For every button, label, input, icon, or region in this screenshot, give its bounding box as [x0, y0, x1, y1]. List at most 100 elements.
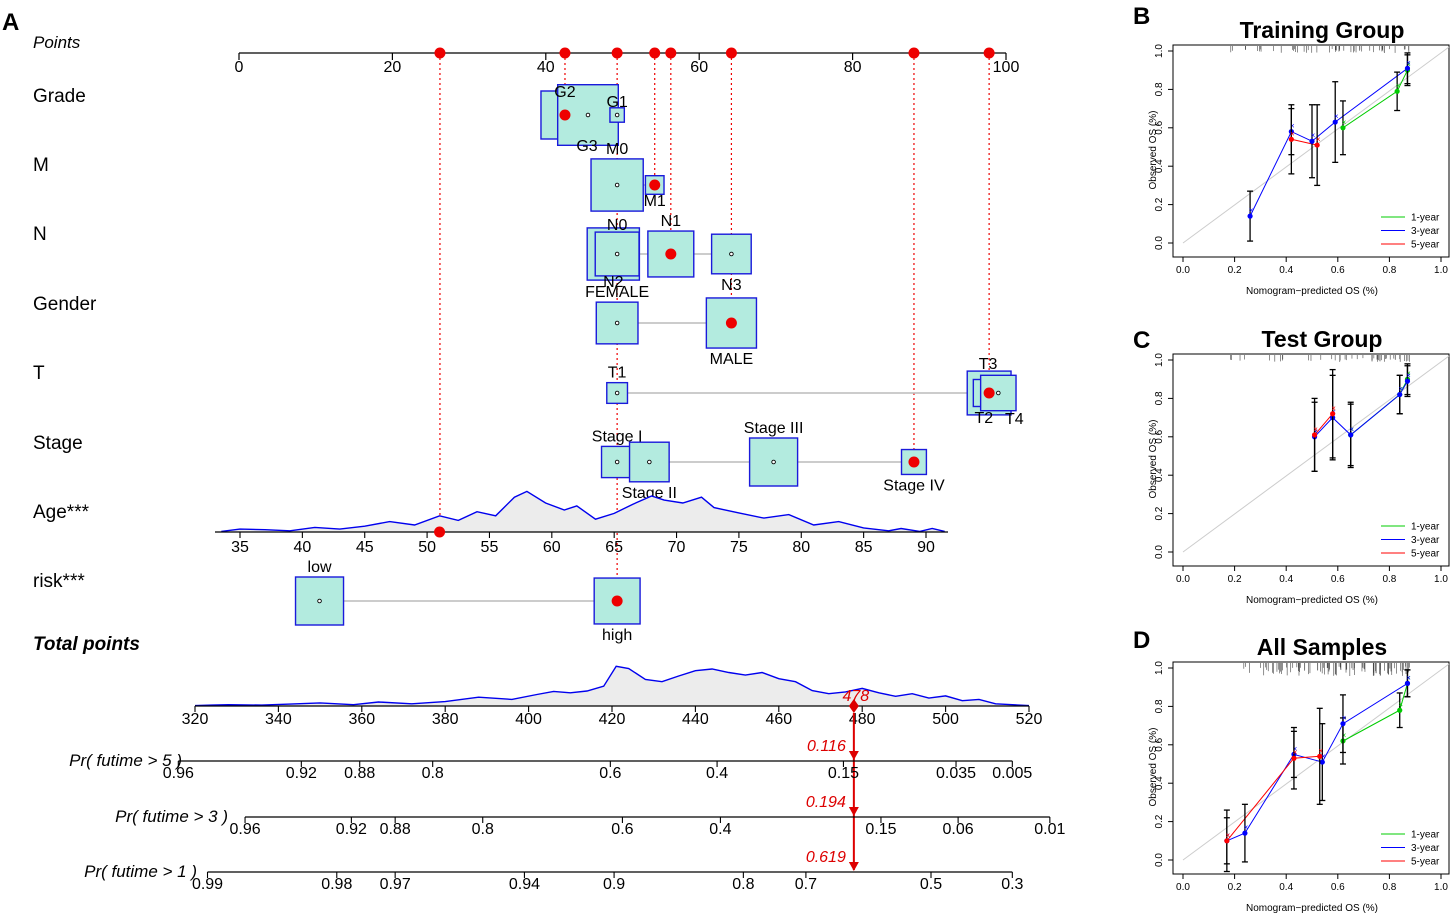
variable-grade-level-point	[585, 112, 591, 118]
cal-x-tick-label: 0.2	[1228, 265, 1242, 276]
cal-point-cross: ×	[1290, 129, 1295, 138]
prob-tick-label: 0.88	[344, 765, 375, 782]
cal-x-tick-label: 0.6	[1331, 265, 1345, 276]
variable-stage-level-point	[647, 459, 652, 465]
variable-t-selected-marker	[983, 387, 995, 399]
prob-value: 0.619	[806, 849, 846, 866]
variable-stage-level-point	[771, 459, 776, 465]
points-tick-label: 60	[690, 59, 708, 76]
cal-title: All Samples	[1257, 634, 1387, 660]
cal-y-tick-label: 0.6	[1154, 429, 1165, 443]
cal-point-cross: ×	[1349, 425, 1354, 434]
cal-point-cross: ×	[1398, 700, 1403, 709]
points-axis-marker	[983, 47, 995, 59]
cal-point	[1311, 432, 1318, 438]
prob-tick-label: 0.6	[599, 765, 621, 782]
cal-ideal-line	[1182, 355, 1450, 553]
variable-risk-level-label: high	[602, 627, 632, 644]
variable-gender-selected-marker	[725, 317, 737, 329]
cal-point-cross: ×	[1249, 206, 1254, 215]
cal-x-tick-label: 1.0	[1434, 882, 1448, 893]
cal-x-tick-label: 0.2	[1228, 882, 1242, 893]
cal-point-cross: ×	[1226, 831, 1231, 840]
cal-legend-label: 5-year	[1411, 549, 1440, 560]
variable-n-selected-marker	[665, 248, 677, 260]
cal-y-tick-label: 0.2	[1154, 197, 1165, 211]
total-density-line	[194, 665, 1030, 707]
prob-axis-label: Pr( futime > 1 )	[84, 862, 197, 881]
points-axis-marker	[665, 47, 677, 59]
cal-legend-label: 5-year	[1411, 857, 1440, 868]
cal-x-tick-label: 0.8	[1382, 574, 1396, 585]
points-tick-label: 80	[844, 59, 862, 76]
prob-tick-label: 0.99	[192, 876, 223, 893]
calibration-panel-all: All Samples 0.0 0.0 0.2 0.2 0.4 0.4 0.6 0.6 0.8 0.…	[1148, 634, 1450, 914]
total-tick-label: 500	[932, 711, 959, 728]
cal-series-line	[1226, 682, 1408, 842]
cal-y-tick-label: 0.4	[1154, 159, 1165, 173]
prob-tick-label: 0.3	[1001, 876, 1023, 893]
prob-arrowhead	[848, 751, 859, 760]
variable-grade-level-label: G1	[606, 94, 627, 111]
variable-n-level-point	[614, 251, 620, 257]
total-tick-label: 400	[515, 711, 542, 728]
cal-series-line	[1342, 683, 1408, 742]
cal-point-cross: ×	[1313, 425, 1318, 434]
variable-grade-level-point	[614, 112, 620, 118]
age-tick-label: 40	[293, 539, 311, 556]
cal-x-label: Nomogram−predicted OS (%)	[1246, 286, 1378, 297]
age-tick-label: 50	[418, 539, 436, 556]
variable-t-level-point	[996, 390, 1001, 396]
prob-tick-label: 0.035	[936, 765, 976, 782]
total-tick-label: 460	[765, 711, 792, 728]
cal-point-cross: ×	[1406, 58, 1411, 67]
calibration-panel-training: Training Group 0.0 0.0 0.2 0.2 0.4 0.4 0.6 0.6 0.…	[1148, 17, 1450, 297]
cal-point-cross: ×	[1396, 81, 1401, 90]
cal-series-line	[1314, 380, 1408, 438]
cal-x-tick-label: 0.8	[1382, 882, 1396, 893]
total-tick-label: 380	[432, 711, 459, 728]
cal-y-tick-label: 0.0	[1154, 853, 1165, 867]
points-axis-marker	[434, 47, 446, 59]
cal-legend-label: 1-year	[1411, 522, 1440, 533]
cal-point	[1291, 755, 1297, 761]
cal-point	[1340, 125, 1346, 131]
cal-point-cross: ×	[1331, 404, 1336, 413]
cal-point	[1224, 838, 1230, 844]
cal-y-tick-label: 0.2	[1154, 814, 1165, 828]
variable-n-level-point	[729, 251, 734, 257]
points-axis-marker	[559, 47, 571, 59]
points-axis-label: Points	[33, 33, 81, 52]
cal-point-cross: ×	[1342, 714, 1347, 723]
prob-tick-label: 0.06	[943, 821, 974, 838]
age-tick-label: 85	[855, 539, 873, 556]
variable-label: Stage	[33, 433, 83, 454]
variable-n-level-label: N0	[607, 217, 628, 234]
cal-x-tick-label: 1.0	[1434, 265, 1448, 276]
prob-tick-label: 0.98	[321, 876, 352, 893]
total-tick-label: 340	[265, 711, 292, 728]
variable-n-level-label: N1	[661, 213, 682, 230]
prob-tick-label: 0.9	[603, 876, 625, 893]
cal-legend-label: 3-year	[1411, 535, 1440, 546]
variable-grade-level-label: G2	[554, 84, 575, 101]
cal-legend-label: 3-year	[1411, 226, 1440, 237]
age-tick-label: 55	[481, 539, 499, 556]
cal-point	[1330, 411, 1336, 417]
total-tick-label: 360	[348, 711, 375, 728]
cal-point	[1242, 830, 1248, 836]
variable-gender-level-label: MALE	[710, 351, 754, 368]
prob-tick-label: 0.4	[709, 821, 731, 838]
age-tick-label: 35	[231, 539, 249, 556]
panel-letter-a: A	[2, 9, 19, 36]
variable-n-level-label: N3	[721, 277, 742, 294]
cal-x-tick-label: 0.4	[1279, 574, 1293, 585]
cal-y-tick-label: 0.8	[1154, 391, 1165, 405]
points-tick-label: 20	[384, 59, 402, 76]
cal-x-label: Nomogram−predicted OS (%)	[1246, 595, 1378, 606]
variable-stage-level-label: Stage II	[622, 485, 677, 502]
points-axis-marker	[649, 47, 661, 59]
variable-stage-level-label: Stage I	[592, 428, 643, 445]
cal-y-label: Observed OS (%)	[1148, 728, 1159, 807]
cal-point	[1404, 680, 1411, 686]
